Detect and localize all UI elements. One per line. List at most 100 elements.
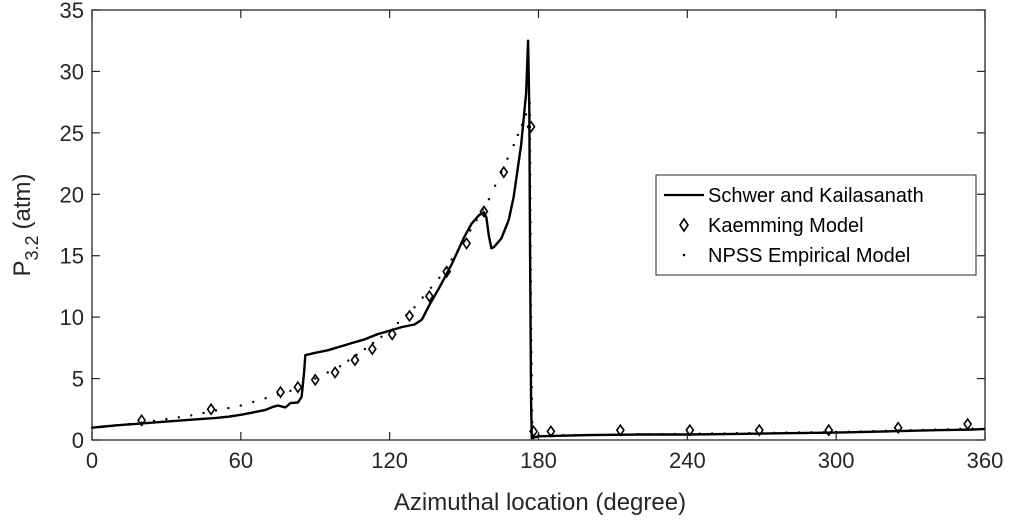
x-tick-label: 180 (520, 448, 557, 473)
npss-dot (500, 171, 503, 174)
kaemming-point (824, 423, 834, 437)
npss-dot (413, 306, 416, 309)
npss-dot (859, 430, 863, 433)
npss-dot (710, 432, 714, 435)
npss-dot (396, 321, 400, 325)
npss-dot (363, 347, 367, 351)
legend-swatch-kaemming (679, 217, 689, 233)
npss-dot (165, 417, 168, 421)
npss-dot (529, 185, 532, 188)
kaemming-point (529, 425, 539, 438)
npss-dot (128, 422, 131, 426)
npss-dot (529, 315, 533, 319)
y-tick-label: 5 (72, 367, 84, 392)
npss-dot (462, 239, 466, 243)
npss-dot (624, 433, 627, 436)
npss-dot (529, 304, 533, 307)
npss-dot (421, 296, 424, 299)
npss-dot (371, 341, 375, 345)
npss-dot (152, 419, 156, 423)
npss-dot (239, 404, 242, 407)
npss-dot (355, 353, 358, 356)
kaemming-point (526, 120, 536, 134)
npss-dot (760, 431, 763, 435)
npss-dot (214, 409, 218, 412)
npss-dot (493, 184, 497, 187)
npss-dot (574, 433, 577, 437)
npss-dot (140, 421, 143, 424)
kaemming-point (893, 421, 903, 435)
npss-dot (529, 232, 532, 236)
kaemming-point (405, 309, 414, 323)
npss-dot (611, 433, 615, 436)
y-axis-label-main: P (9, 261, 36, 277)
y-tick-label: 35 (60, 0, 84, 23)
npss-dot (847, 430, 850, 433)
npss-dot (506, 157, 509, 160)
kaemming-point (293, 380, 303, 394)
npss-dot (530, 374, 533, 377)
npss-dot (735, 432, 739, 435)
npss-dot (338, 365, 342, 368)
npss-dot (723, 432, 726, 435)
kaemming-point (330, 366, 340, 379)
npss-dot (202, 411, 205, 415)
npss-dot (528, 114, 532, 117)
npss-dot (528, 137, 532, 141)
npss-dot (528, 102, 531, 105)
npss-dot (487, 198, 491, 201)
x-tick-label: 360 (967, 448, 1004, 473)
legend-box (655, 174, 977, 276)
npss-dot (648, 433, 652, 436)
kaemming-point (310, 373, 320, 387)
npss-dot (347, 359, 350, 362)
npss-dot (529, 220, 532, 224)
npss-dot (530, 351, 533, 354)
npss-dot (884, 429, 887, 432)
npss-dot (529, 244, 532, 248)
y-axis-label: P3.2 (atm) (9, 173, 42, 276)
kaemming-point (387, 327, 397, 341)
npss-dot (252, 400, 255, 404)
npss-dot (301, 383, 304, 386)
plot-marks (90, 39, 986, 440)
npss-dot (115, 424, 119, 427)
npss-dot (516, 133, 519, 137)
npss-dot (481, 208, 484, 211)
x-axis-label: Azimuthal location (degree) (394, 489, 686, 516)
npss-dot (380, 335, 383, 338)
y-tick-label: 25 (60, 121, 84, 146)
kaemming-point (754, 423, 764, 437)
npss-dot (276, 393, 280, 396)
npss-dot (529, 292, 533, 295)
npss-dot (530, 327, 533, 330)
legend-label-kaemming: Kaemming Model (708, 215, 864, 237)
legend: Schwer and Kailasanath Kaemming Model NP… (655, 174, 977, 276)
npss-dot (971, 427, 974, 430)
npss-dot (531, 432, 534, 436)
npss-dot (103, 425, 106, 428)
y-axis-label-subscript: 3.2 (22, 235, 42, 260)
npss-dot (314, 377, 317, 380)
y-tick-label: 15 (60, 244, 84, 269)
npss-dot (456, 249, 460, 252)
kaemming-point (442, 265, 452, 279)
axis-ticks: 0 60 120 180 240 300 360 0 5 10 15 20 25 30 35 (60, 0, 1004, 473)
kaemming-point (615, 423, 625, 437)
npss-dot (773, 431, 776, 434)
npss-dot (529, 173, 532, 176)
npss-dot (388, 329, 391, 332)
kaemming-point (367, 342, 377, 356)
npss-dot (959, 427, 962, 431)
npss-dot (934, 428, 937, 431)
kaemming-point (685, 423, 695, 437)
npss-dot (529, 268, 532, 271)
legend-swatch-npss (682, 253, 686, 257)
npss-dot (405, 313, 408, 317)
npss-dot (530, 339, 533, 342)
npss-dot (512, 143, 515, 147)
npss-dot (661, 433, 664, 436)
npss-dot (528, 149, 532, 153)
npss-dot (530, 409, 534, 412)
x-tick-label: 240 (669, 448, 706, 473)
